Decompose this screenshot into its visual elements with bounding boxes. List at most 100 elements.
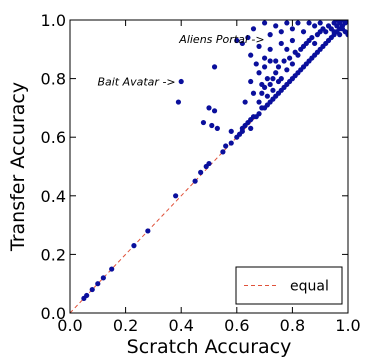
scatter-point bbox=[228, 128, 234, 134]
scatter-point bbox=[306, 20, 312, 26]
scatter-point bbox=[264, 76, 270, 82]
scatter-point bbox=[89, 286, 95, 293]
scatter-point bbox=[234, 37, 240, 44]
annotation-label: Bait Avatar -> bbox=[97, 76, 175, 89]
y-axis-title: Transfer Accuracy bbox=[7, 82, 29, 252]
y-tick-label: 0.0 bbox=[41, 304, 66, 323]
legend-label: equal bbox=[290, 279, 329, 295]
scatter-point bbox=[145, 228, 151, 234]
scatter-point bbox=[248, 78, 254, 85]
scatter-point bbox=[253, 61, 259, 67]
scatter-point bbox=[312, 40, 318, 47]
x-tick-label: 0.6 bbox=[224, 316, 249, 335]
scatter-point bbox=[262, 55, 268, 61]
scatter-point bbox=[264, 93, 270, 99]
scatter-point bbox=[200, 119, 207, 126]
scatter-point bbox=[289, 26, 295, 32]
scatter-point bbox=[206, 160, 212, 167]
x-tick-label: 0.4 bbox=[168, 316, 193, 335]
scatter-point bbox=[259, 90, 265, 96]
scatter-point bbox=[295, 20, 301, 26]
scatter-point bbox=[242, 99, 248, 105]
scatter-point bbox=[84, 292, 90, 299]
scatter-point bbox=[250, 26, 257, 32]
annotation-label: Aliens Portal -> bbox=[178, 33, 264, 46]
scatter-point bbox=[289, 61, 295, 67]
scatter-point bbox=[331, 29, 337, 35]
scatter-point bbox=[284, 20, 290, 26]
scatter-point bbox=[309, 34, 315, 41]
y-tick-label: 0.6 bbox=[41, 128, 66, 147]
scatter-point bbox=[198, 169, 204, 175]
scatter-point bbox=[300, 29, 307, 35]
plot-area bbox=[70, 20, 348, 313]
scatter-point bbox=[334, 20, 340, 23]
scatter-point bbox=[100, 275, 106, 281]
scatter-point bbox=[262, 20, 268, 26]
scatter-point bbox=[278, 40, 284, 47]
y-tick-label: 0.4 bbox=[41, 187, 66, 206]
scatter-point bbox=[223, 143, 229, 149]
scatter-point bbox=[250, 90, 257, 96]
scatter-point bbox=[131, 243, 137, 249]
scatter-point bbox=[270, 76, 276, 82]
scatter-point bbox=[339, 20, 346, 23]
scatter-point bbox=[284, 67, 290, 73]
scatter-point bbox=[209, 122, 215, 129]
scatter-point bbox=[248, 52, 254, 58]
scatter-point bbox=[259, 81, 265, 88]
y-tick-label: 1.0 bbox=[41, 11, 66, 30]
plot-frame bbox=[69, 19, 349, 314]
x-axis-title: Scratch Accuracy bbox=[127, 336, 292, 358]
y-tick-label: 0.2 bbox=[41, 245, 66, 264]
scatter-point bbox=[323, 29, 329, 35]
scatter-point bbox=[248, 125, 254, 132]
x-tick-label: 0.0 bbox=[57, 316, 82, 335]
scatter-point bbox=[256, 111, 262, 117]
scatter-point bbox=[214, 125, 220, 132]
scatter-point bbox=[345, 32, 348, 38]
scatter-point bbox=[267, 58, 273, 64]
scatter-point bbox=[273, 58, 279, 64]
scatter-point bbox=[220, 149, 226, 155]
scatter-point bbox=[178, 78, 184, 85]
scatter-point bbox=[206, 105, 212, 111]
scatter-point bbox=[312, 23, 318, 29]
scatter-point bbox=[287, 55, 293, 61]
scatter-point bbox=[278, 29, 284, 35]
scatter-point bbox=[267, 81, 273, 88]
x-tick-label: 1.0 bbox=[335, 316, 360, 335]
legend-box bbox=[235, 266, 343, 305]
axes: 0.00.0 0.2 0.2 0.4 0.4 0.6 0.6 0.8 0.8 1.0 1.0 Scra… bbox=[7, 11, 361, 358]
scatter-point bbox=[262, 64, 268, 70]
scatter-point bbox=[256, 70, 262, 76]
x-tick-label: 0.2 bbox=[113, 316, 138, 335]
scatter-point bbox=[273, 70, 279, 76]
scatter-point bbox=[256, 99, 262, 105]
scatter-point bbox=[256, 43, 262, 49]
scatter-point bbox=[228, 140, 234, 146]
scatter-point bbox=[95, 281, 101, 287]
scatter-point bbox=[267, 46, 273, 52]
scatter-point bbox=[245, 34, 251, 41]
scatter-point bbox=[267, 32, 273, 38]
scatter-point bbox=[275, 78, 282, 85]
scatter-point bbox=[284, 46, 290, 52]
scatter-point bbox=[273, 23, 279, 29]
scatter-point bbox=[211, 64, 218, 70]
scatter-point bbox=[109, 266, 115, 272]
scatter-point bbox=[295, 52, 301, 58]
scatter-point bbox=[275, 64, 282, 70]
scatter-point bbox=[270, 87, 276, 93]
scatter-point bbox=[289, 37, 295, 44]
scatter-point bbox=[337, 32, 343, 38]
scatter-point bbox=[239, 40, 245, 47]
scatter-point bbox=[281, 58, 287, 64]
x-tick-label: 0.8 bbox=[280, 316, 305, 335]
scatter-point bbox=[175, 99, 182, 105]
scatter-point bbox=[173, 193, 179, 199]
scatter-point bbox=[317, 20, 323, 26]
y-tick-label: 0.8 bbox=[41, 70, 66, 89]
scatter-point bbox=[211, 108, 218, 114]
